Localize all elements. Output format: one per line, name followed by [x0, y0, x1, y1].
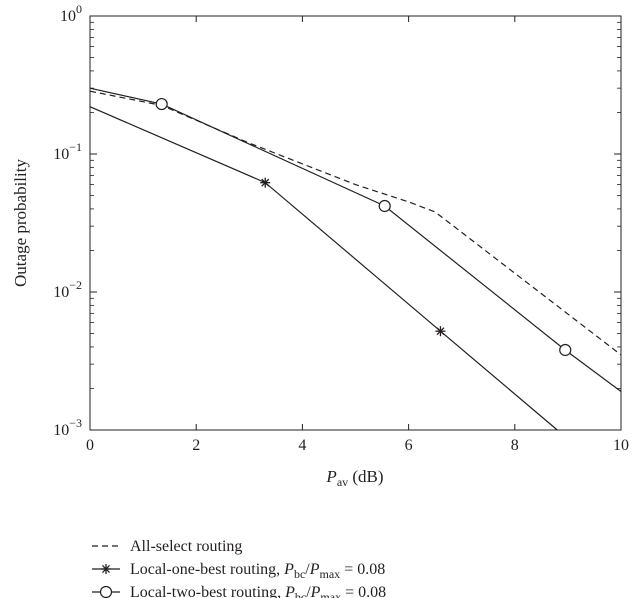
ticks-layer: 0 2 4 6 8 10 100 10−1 10−2 10−3: [53, 2, 629, 454]
series-line-1: [89, 90, 622, 356]
y-tick-label: 10−2: [53, 278, 82, 301]
plot-frame: [89, 15, 622, 431]
x-axis-title-unit: (dB): [348, 467, 383, 486]
y-tick-label: 10−3: [53, 416, 82, 439]
legend-label-3: Local-two-best routing, Pbc/Pmax = 0.08: [130, 584, 386, 598]
y-tick-label: 10−1: [53, 140, 82, 163]
x-axis-title-symbol: P: [325, 467, 336, 486]
legend-label-1: All-select routing: [130, 538, 242, 555]
y-axis-title: Outage probability: [11, 159, 30, 287]
legend-marker-2: [101, 564, 111, 574]
series-line-2: [89, 106, 558, 431]
x-tick-label: 8: [511, 437, 519, 454]
x-tick-label: 10: [613, 437, 629, 454]
x-tick-label: 0: [86, 437, 94, 454]
plot-area: 0 2 4 6 8 10 100 10−1 10−2 10−3: [53, 2, 629, 454]
series-3-marker-3: [559, 343, 572, 357]
legend: All-select routing Local-one-best routing…: [92, 538, 386, 598]
x-tick-label: 4: [298, 437, 306, 454]
x-tick-label: 2: [192, 437, 200, 454]
series-layer: [89, 87, 622, 431]
series-line-3: [89, 87, 622, 392]
series-2-marker-1: [260, 177, 271, 188]
x-axis-title: Pav (dB): [325, 467, 383, 489]
series-3-marker-1: [155, 97, 168, 111]
x-tick-label: 6: [405, 437, 413, 454]
legend-label-2: Local-one-best routing, Pbc/Pmax = 0.08: [130, 561, 385, 581]
series-3-marker-2: [378, 199, 391, 213]
series-2-marker-2: [435, 326, 446, 337]
y-tick-label: 100: [60, 2, 82, 25]
x-axis-title-subscript: av: [337, 475, 348, 489]
legend-marker-3: [99, 585, 113, 598]
